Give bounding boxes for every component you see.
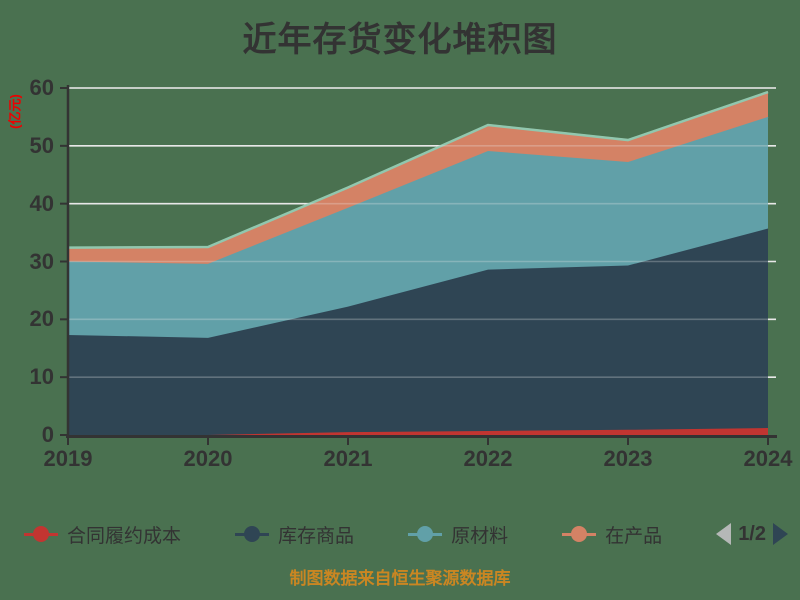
x-axis-tick-label: 2022	[463, 446, 513, 471]
legend-next-arrow-icon[interactable]	[773, 523, 788, 545]
legend-line-marker-icon	[562, 526, 597, 542]
legend-prev-arrow-icon[interactable]	[716, 523, 732, 545]
legend-item[interactable]: 库存商品	[235, 521, 354, 548]
chart-title: 近年存货变化堆积图	[242, 21, 558, 59]
area-series	[68, 116, 768, 338]
y-axis-tick-label: 30	[29, 248, 54, 274]
legend-item-label: 库存商品	[278, 525, 355, 547]
y-axis-tick-label: 10	[29, 364, 54, 390]
y-axis-tick-label: 50	[29, 132, 54, 158]
legend-item-label: 原材料	[451, 525, 509, 547]
data-source-note: 制图数据来自恒生聚源数据库	[289, 569, 511, 588]
line-series	[67, 90, 769, 249]
legend-pager: 1/2	[716, 523, 788, 546]
x-axis-tick-label: 2021	[323, 446, 373, 471]
y-axis-tick-label: 0	[41, 422, 54, 447]
legend-item-label: 合同履约成本	[67, 525, 182, 547]
y-axis-tick-label: 40	[29, 190, 54, 216]
legend: 合同履约成本 库存商品 原材料 在产品 1/2	[24, 513, 788, 555]
x-axis-tick-label: 2024	[743, 446, 793, 471]
legend-item-label: 在产品	[605, 525, 663, 547]
y-axis-tick-label: 20	[29, 306, 54, 332]
legend-item[interactable]: 在产品	[562, 521, 662, 548]
legend-line-marker-icon	[235, 526, 270, 542]
y-axis-tick-label: 60	[29, 75, 54, 100]
legend-pager-label: 1/2	[738, 522, 766, 545]
area-series	[68, 92, 768, 264]
x-axis-tick-label: 2023	[603, 446, 653, 471]
x-axis-tick-label: 2020	[183, 446, 233, 471]
legend-item[interactable]: 合同履约成本	[24, 521, 181, 548]
area-series	[68, 228, 768, 435]
legend-line-marker-icon	[24, 526, 58, 542]
legend-item[interactable]: 原材料	[408, 521, 508, 548]
legend-line-marker-icon	[408, 526, 443, 542]
x-axis-tick-label: 2019	[43, 446, 93, 471]
